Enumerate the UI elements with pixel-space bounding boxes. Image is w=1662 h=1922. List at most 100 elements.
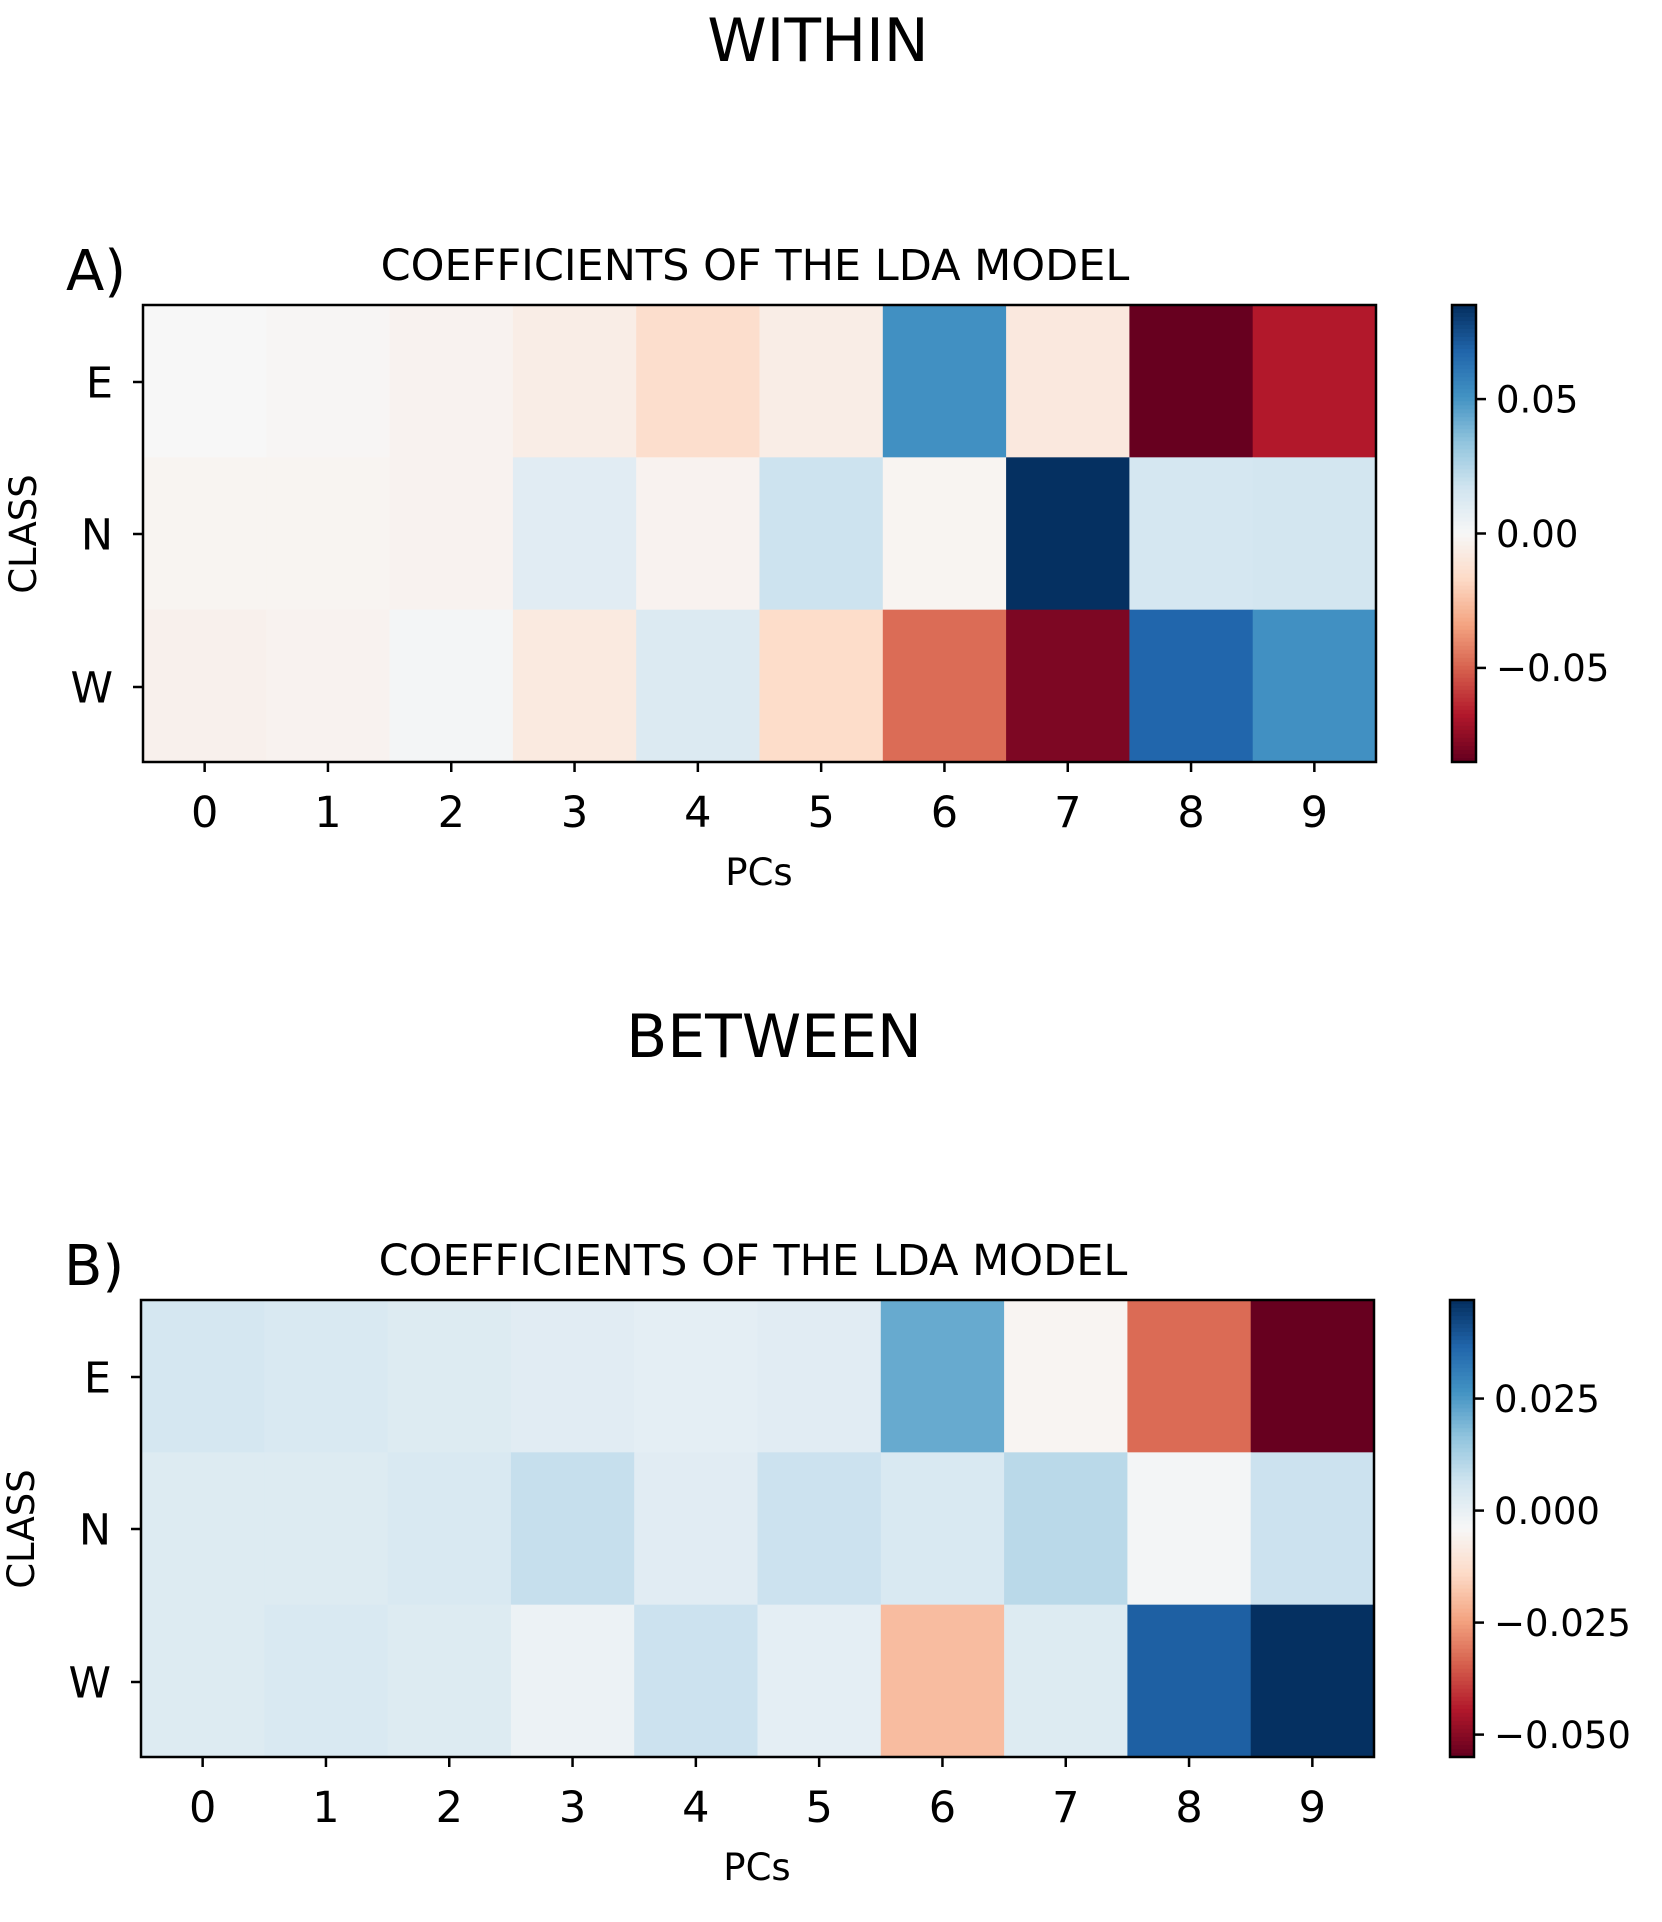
heatmap-cell [510, 1452, 635, 1606]
heatmap-cell [1127, 1604, 1252, 1758]
heatmap-cell [882, 609, 1007, 763]
heatmap-cell [389, 609, 514, 763]
x-tick-label: 3 [561, 788, 588, 838]
heatmap-cell [389, 457, 514, 611]
heatmap-cell [1250, 1604, 1375, 1758]
colorbar-tick-label: −0.025 [1494, 1602, 1631, 1645]
y-tick-label: E [84, 1353, 111, 1403]
heatmap-cell [1004, 1300, 1128, 1453]
heatmap-cell [387, 1604, 512, 1758]
x-tick-label: 7 [1052, 1783, 1079, 1833]
y-tick-label: N [79, 1505, 111, 1555]
heatmap-cell [510, 1604, 635, 1758]
panel-a: WITHIN A) COEFFICIENTS OF THE LDA MODEL … [2, 6, 1609, 894]
heatmap-cell [882, 457, 1007, 611]
heatmap-cell [264, 1604, 389, 1758]
heatmap-cell [1004, 1604, 1128, 1758]
heatmap-cell [512, 609, 637, 763]
heatmap-cells-b [141, 1300, 1375, 1758]
heatmap-cell [1006, 609, 1130, 763]
panel-label-a: A) [66, 239, 126, 304]
heatmap-cell [634, 1604, 759, 1758]
panel-label-b: B) [64, 1234, 124, 1299]
heatmap-cell [1250, 1300, 1375, 1453]
x-axis-label-b: PCs [723, 1846, 790, 1889]
heatmap-cell [634, 1452, 759, 1606]
x-tick-label: 2 [436, 1783, 463, 1833]
colorbar-b: 0.025 0.000 −0.025 −0.050 [1448, 1298, 1631, 1759]
heatmap-cell [143, 305, 267, 458]
x-tick-label: 6 [929, 1783, 956, 1833]
heatmap-cell [141, 1604, 265, 1758]
x-tick-label: 0 [189, 1783, 216, 1833]
x-tick-label: 5 [807, 788, 834, 838]
colorbar-tick-label: 0.00 [1496, 513, 1578, 556]
x-tick-label: 1 [312, 1783, 339, 1833]
y-ticks-b: E N W [68, 1353, 141, 1708]
panel-b: BETWEEN B) COEFFICIENTS OF THE LDA MODEL… [0, 1002, 1631, 1889]
colorbar-tick-label: −0.050 [1494, 1714, 1631, 1757]
y-tick-label: W [68, 1658, 111, 1708]
heatmap-cell [1006, 305, 1130, 458]
heatmap-cell [1252, 609, 1377, 763]
colorbar-gradient-b [1450, 1300, 1474, 1758]
y-axis-label-b: CLASS [0, 1469, 43, 1589]
x-tick-label: 8 [1175, 1783, 1202, 1833]
x-tick-label: 9 [1301, 788, 1328, 838]
y-tick-label: W [70, 663, 113, 713]
heatmap-cells-a [143, 305, 1377, 763]
heatmap-cell [1252, 305, 1377, 458]
heatmap-cell [757, 1604, 882, 1758]
heatmap-cell [264, 1300, 389, 1453]
colorbar-tick-label: −0.05 [1496, 647, 1609, 690]
heatmap-cell [512, 305, 637, 458]
x-tick-label: 1 [314, 788, 341, 838]
heatmap-cell [1250, 1452, 1375, 1606]
heatmap-cell [636, 609, 761, 763]
heatmap-cell [1129, 609, 1254, 763]
x-ticks-a: 0 1 2 3 4 5 6 7 8 9 [191, 762, 1328, 838]
heatmap-cell [759, 609, 884, 763]
colorbar-a: 0.05 0.00 −0.05 [1450, 303, 1609, 764]
heatmap-cell [1004, 1452, 1128, 1606]
heatmap-cell [510, 1300, 635, 1453]
x-tick-label: 8 [1177, 788, 1204, 838]
x-tick-label: 5 [805, 1783, 832, 1833]
heatmap-cell [266, 609, 391, 763]
colorbar-frame-b [1448, 1298, 1476, 1759]
heatmap-cell [759, 457, 884, 611]
heatmap-cell [389, 305, 514, 458]
x-tick-label: 4 [684, 788, 711, 838]
suptitle-within: WITHIN [707, 6, 928, 76]
x-tick-label: 6 [931, 788, 958, 838]
heatmap-cell [264, 1452, 389, 1606]
x-tick-label: 7 [1054, 788, 1081, 838]
heatmap-cell [880, 1300, 1005, 1453]
x-tick-label: 3 [559, 1783, 586, 1833]
heatmap-cell [1006, 457, 1130, 611]
heatmap-cell [387, 1452, 512, 1606]
heatmap-cell [266, 457, 391, 611]
heatmap-cell [512, 457, 637, 611]
heatmap-cell [141, 1452, 265, 1606]
heatmap-cell [880, 1452, 1005, 1606]
y-tick-label: N [81, 510, 113, 560]
x-axis-label-a: PCs [725, 851, 792, 894]
x-tick-label: 4 [682, 1783, 709, 1833]
heatmap-cell [1127, 1300, 1252, 1453]
heatmap-cell [1129, 457, 1254, 611]
heatmap-cell [759, 305, 884, 458]
x-ticks-b: 0 1 2 3 4 5 6 7 8 9 [189, 1757, 1326, 1833]
heatmap-cell [387, 1300, 512, 1453]
y-tick-label: E [86, 358, 113, 408]
heatmap-cell [636, 305, 761, 458]
chart-title-a: COEFFICIENTS OF THE LDA MODEL [381, 241, 1130, 291]
heatmap-cell [634, 1300, 759, 1453]
heatmap-cell [757, 1452, 882, 1606]
colorbar-tick-label: 0.000 [1494, 1490, 1600, 1533]
heatmap-cell [882, 305, 1007, 458]
heatmap-cell [143, 457, 267, 611]
heatmap-cell [1129, 305, 1254, 458]
y-ticks-a: E N W [70, 358, 143, 713]
